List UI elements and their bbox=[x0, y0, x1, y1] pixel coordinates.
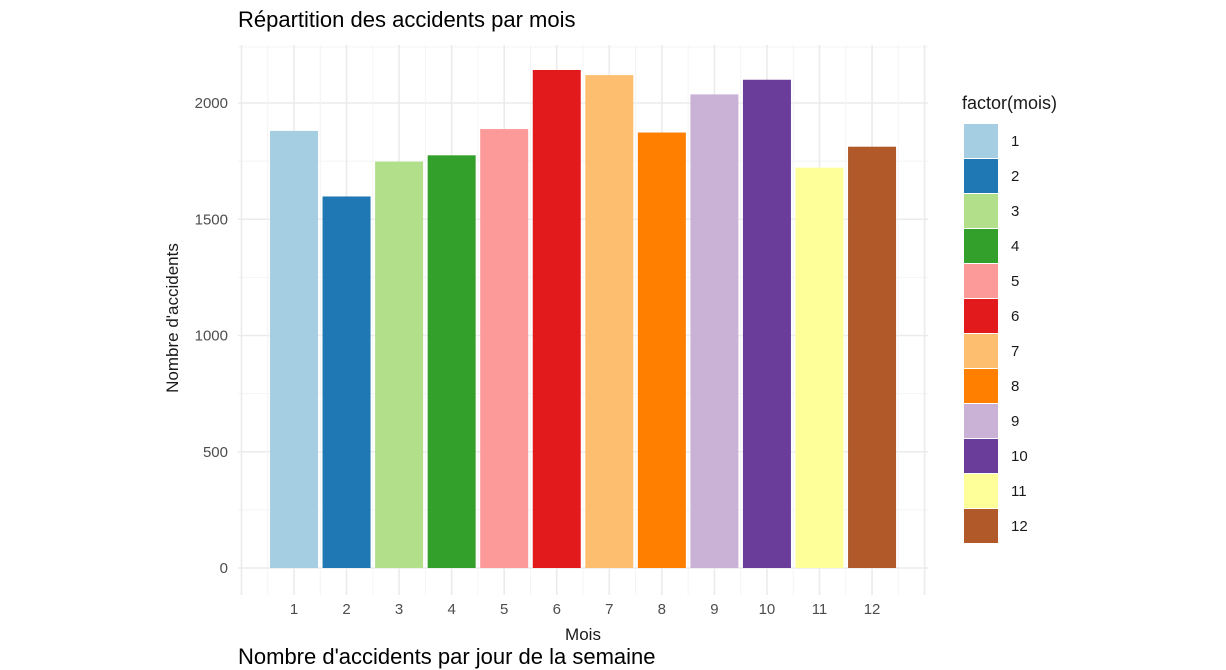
bar-mois-3 bbox=[375, 161, 424, 568]
legend-key-6 bbox=[964, 299, 998, 333]
y-axis-label: Nombre d'accidents bbox=[163, 243, 182, 393]
legend-key-4 bbox=[964, 229, 998, 263]
x-tick-label: 8 bbox=[658, 601, 666, 618]
chart-title: Répartition des accidents par mois bbox=[238, 7, 576, 32]
x-tick-label: 2 bbox=[342, 601, 350, 618]
x-tick-label: 6 bbox=[553, 601, 561, 618]
bar-mois-8 bbox=[637, 132, 686, 568]
y-tick-label: 500 bbox=[203, 444, 228, 461]
bar-mois-1 bbox=[270, 130, 318, 568]
legend-key-3 bbox=[964, 194, 998, 228]
legend-label-10: 10 bbox=[1011, 448, 1028, 465]
legend-label-9: 9 bbox=[1011, 413, 1019, 430]
legend-key-11 bbox=[964, 474, 998, 508]
legend-key-7 bbox=[964, 334, 998, 368]
y-tick-label: 1500 bbox=[195, 211, 228, 228]
bars bbox=[270, 69, 897, 569]
legend-key-10 bbox=[964, 439, 998, 473]
legend-label-6: 6 bbox=[1011, 308, 1019, 325]
x-tick-label: 7 bbox=[605, 601, 613, 618]
legend-key-9 bbox=[964, 404, 998, 438]
legend-title: factor(mois) bbox=[962, 93, 1057, 113]
x-tick-label: 5 bbox=[500, 601, 508, 618]
bar-mois-2 bbox=[322, 196, 371, 568]
x-tick-label: 9 bbox=[710, 601, 718, 618]
bar-mois-10 bbox=[742, 79, 791, 568]
legend-label-4: 4 bbox=[1011, 238, 1019, 255]
bar-mois-6 bbox=[532, 69, 581, 569]
x-axis-ticks: 1 2 3 4 5 6 7 8 9 10 11 12 bbox=[290, 601, 881, 618]
legend-label-5: 5 bbox=[1011, 273, 1019, 290]
y-tick-label: 0 bbox=[220, 560, 228, 577]
bar-mois-7 bbox=[585, 75, 634, 568]
legend-key-12 bbox=[964, 509, 998, 543]
legend-label-12: 12 bbox=[1011, 518, 1028, 535]
legend-label-8: 8 bbox=[1011, 378, 1019, 395]
bar-mois-12 bbox=[848, 146, 897, 568]
bar-mois-5 bbox=[480, 129, 529, 569]
y-axis-ticks: 0 500 1000 1500 2000 bbox=[195, 95, 228, 577]
x-tick-label: 12 bbox=[864, 601, 881, 618]
legend-label-11: 11 bbox=[1011, 483, 1027, 500]
legend-key-5 bbox=[964, 264, 998, 298]
bar-mois-4 bbox=[427, 155, 476, 568]
next-chart-title: Nombre d'accidents par jour de la semain… bbox=[238, 644, 656, 669]
x-tick-label: 3 bbox=[395, 601, 403, 618]
y-tick-label: 2000 bbox=[195, 95, 228, 112]
legend-key-8 bbox=[964, 369, 998, 403]
bar-mois-9 bbox=[690, 94, 739, 569]
legend-key-2 bbox=[964, 159, 998, 193]
x-tick-label: 11 bbox=[812, 601, 828, 618]
x-axis-label: Mois bbox=[565, 625, 601, 644]
legend-label-2: 2 bbox=[1011, 168, 1019, 185]
bar-mois-11 bbox=[795, 167, 844, 568]
x-tick-label: 10 bbox=[759, 601, 776, 618]
x-tick-label: 4 bbox=[447, 601, 455, 618]
x-tick-label: 1 bbox=[290, 601, 298, 618]
legend-label-1: 1 bbox=[1011, 133, 1019, 150]
y-tick-label: 1000 bbox=[195, 328, 228, 345]
legend-label-3: 3 bbox=[1011, 203, 1019, 220]
legend-key-1 bbox=[964, 124, 998, 158]
legend-label-7: 7 bbox=[1011, 343, 1019, 360]
